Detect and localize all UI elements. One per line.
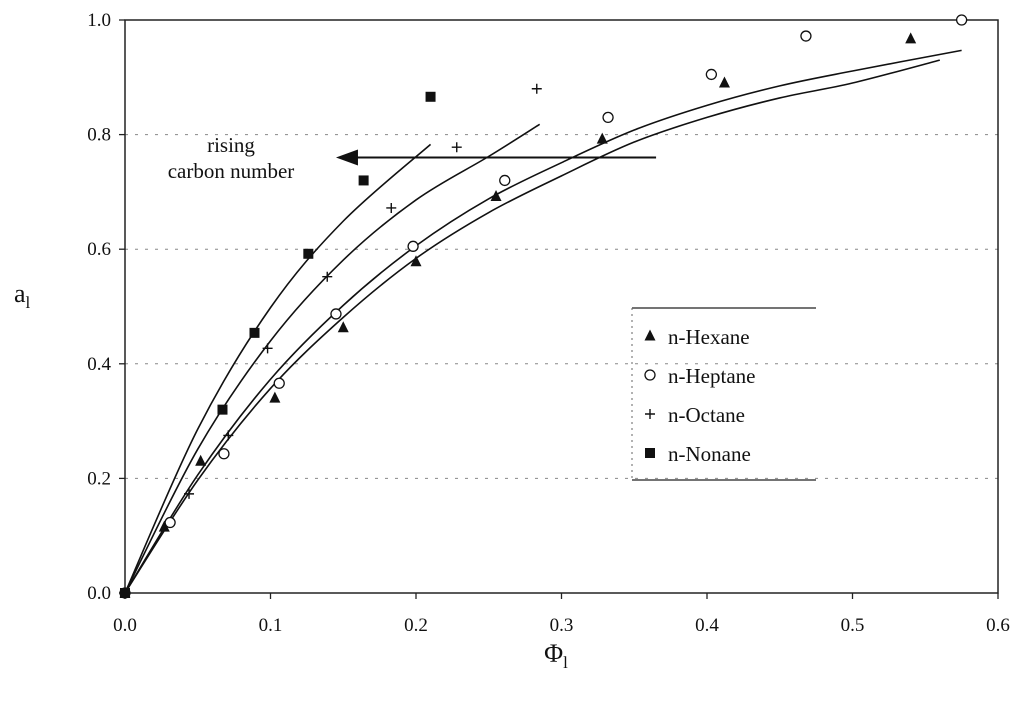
point-n-hexane: [490, 189, 502, 201]
annotation-line-2: carbon number: [168, 159, 295, 183]
fit-curve-n-heptane: [124, 49, 962, 594]
point-n-heptane: [407, 240, 419, 252]
legend: n-Hexane n-Heptane n-Octane n-Nonane: [631, 307, 816, 481]
data-points: [119, 14, 968, 599]
y-tick-label: 1.0: [87, 10, 111, 31]
point-n-heptane: [330, 308, 342, 320]
point-n-octane: [223, 430, 234, 441]
point-n-heptane: [164, 516, 176, 529]
y-tick-label: 0.2: [87, 468, 111, 489]
point-n-nonane: [425, 91, 436, 102]
point-n-heptane: [800, 30, 812, 42]
y-tick-label: 0.4: [87, 354, 111, 375]
x-axis-label: Φl: [544, 639, 568, 672]
point-n-hexane: [158, 520, 170, 532]
gridlines: [125, 134, 998, 479]
legend-marker-n-octane: [645, 409, 655, 419]
point-n-hexane: [596, 132, 608, 144]
point-n-hexane: [195, 454, 207, 466]
point-n-heptane: [499, 174, 511, 187]
annotation-arrow-head: [335, 149, 358, 166]
fit-curve-n-hexane: [124, 59, 941, 594]
legend-label-n-nonane: n-Nonane: [668, 442, 751, 466]
point-n-hexane: [410, 255, 422, 267]
x-tick-label: 0.2: [404, 615, 428, 636]
carbon-number-annotation: rising carbon number: [168, 133, 657, 183]
point-n-nonane: [358, 175, 369, 186]
plot-frame: [124, 19, 999, 594]
point-n-heptane: [218, 448, 230, 460]
point-n-heptane: [273, 377, 285, 389]
point-n-nonane: [249, 327, 260, 338]
point-n-nonane: [120, 588, 130, 598]
point-n-heptane: [705, 68, 718, 81]
point-n-heptane: [955, 14, 968, 26]
axis-labels: al Φl: [14, 279, 568, 672]
y-tick-label: 0.8: [87, 125, 111, 146]
y-tick-label: 0.0: [87, 583, 111, 604]
point-n-octane: [322, 271, 333, 282]
y-tick-label: 0.6: [87, 239, 111, 260]
fit-curves: [124, 49, 962, 594]
legend-marker-n-heptane: [644, 369, 656, 381]
point-n-hexane: [718, 76, 730, 88]
fit-curve-n-nonane: [124, 143, 432, 594]
point-n-nonane: [303, 248, 314, 259]
point-n-octane: [386, 202, 397, 213]
x-tick-label: 0.4: [695, 615, 719, 636]
legend-label-n-hexane: n-Hexane: [668, 325, 750, 349]
point-n-hexane: [269, 391, 281, 403]
legend-label-n-heptane: n-Heptane: [668, 364, 755, 388]
y-axis-label: al: [14, 279, 31, 312]
x-tick-label: 0.3: [550, 615, 574, 636]
x-tick-label: 0.1: [259, 615, 283, 636]
axis-ticks: 0.0 0.2 0.4 0.6 0.8 1.0 0.0 0.1 0.2 0.3 0.4 0.5 0.6: [87, 10, 1010, 636]
point-n-octane: [184, 488, 195, 499]
point-n-hexane: [337, 321, 349, 333]
point-n-heptane: [602, 111, 614, 124]
point-n-octane: [531, 83, 542, 94]
point-n-octane: [451, 142, 462, 153]
annotation-line-1: rising: [207, 133, 255, 157]
x-tick-label: 0.5: [841, 615, 865, 636]
point-n-octane: [262, 343, 273, 354]
x-tick-label: 0.6: [986, 615, 1010, 636]
legend-label-n-octane: n-Octane: [668, 403, 745, 427]
legend-marker-n-nonane: [645, 448, 655, 458]
point-n-hexane: [905, 32, 917, 44]
fit-curve-n-octane: [124, 123, 541, 594]
point-n-nonane: [217, 404, 228, 415]
x-tick-label: 0.0: [113, 615, 137, 636]
legend-marker-n-hexane: [644, 329, 656, 341]
